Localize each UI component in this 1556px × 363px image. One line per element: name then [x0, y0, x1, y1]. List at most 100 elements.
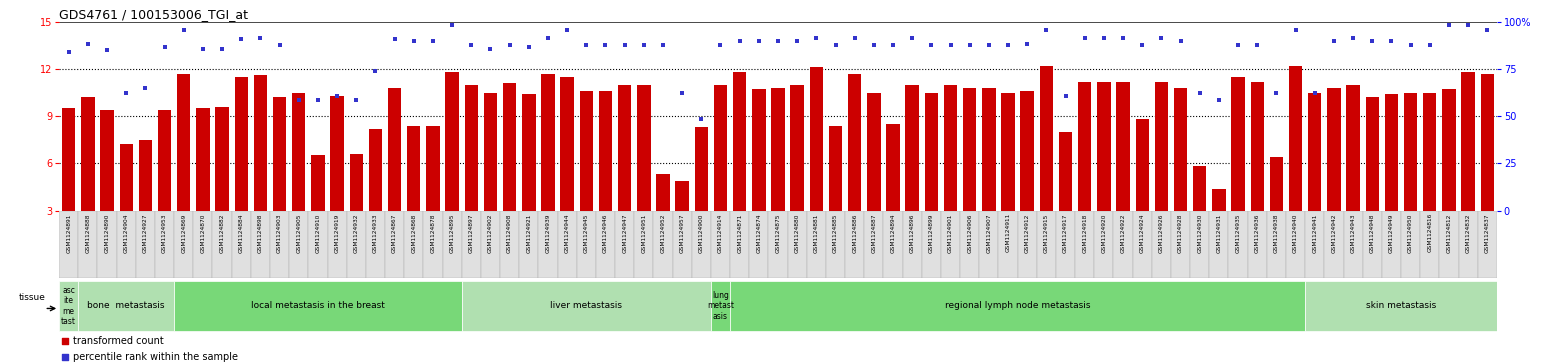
Bar	[1078, 82, 1091, 211]
Point	[369, 294, 394, 300]
Text: GSM1124898: GSM1124898	[258, 213, 263, 253]
Point	[210, 46, 235, 52]
Bar	[1231, 77, 1245, 211]
Text: GSM1124936: GSM1124936	[1254, 213, 1260, 253]
Text: bone  metastasis: bone metastasis	[87, 301, 165, 310]
Bar	[1155, 82, 1169, 211]
Point	[938, 42, 963, 48]
Bar	[59, 281, 78, 331]
Text: GSM1124891: GSM1124891	[67, 213, 72, 253]
Text: GSM1124885: GSM1124885	[832, 213, 839, 253]
Point	[708, 42, 733, 48]
Bar	[1021, 91, 1033, 211]
Bar	[100, 110, 114, 211]
Bar	[1305, 211, 1324, 278]
Bar	[902, 211, 921, 278]
Point	[957, 42, 982, 48]
Text: GSM1124868: GSM1124868	[411, 213, 417, 253]
Bar	[59, 211, 78, 278]
Point	[727, 38, 752, 44]
Bar	[523, 94, 535, 211]
Point	[1033, 27, 1058, 33]
Point	[190, 46, 215, 52]
Bar	[557, 211, 577, 278]
Bar	[714, 85, 727, 211]
Bar	[174, 281, 462, 331]
Bar	[541, 74, 554, 211]
Bar	[963, 88, 977, 211]
Text: GSM1124933: GSM1124933	[373, 213, 378, 253]
Bar	[272, 97, 286, 211]
Point	[766, 38, 790, 44]
Bar	[1363, 211, 1382, 278]
Bar	[906, 85, 920, 211]
Point	[171, 27, 196, 33]
Text: GSM1124888: GSM1124888	[86, 213, 90, 253]
Bar	[1324, 211, 1343, 278]
Text: tissue: tissue	[19, 293, 47, 302]
Point	[1130, 42, 1155, 48]
Text: GSM1124871: GSM1124871	[738, 213, 742, 253]
Bar	[484, 93, 498, 211]
Text: GSM1124899: GSM1124899	[929, 213, 934, 253]
Point	[1399, 42, 1424, 48]
Point	[498, 42, 523, 48]
Bar	[790, 85, 804, 211]
Bar	[308, 211, 327, 278]
Point	[1456, 22, 1481, 28]
Bar	[387, 88, 401, 211]
Text: GSM1124908: GSM1124908	[507, 213, 512, 253]
Bar	[577, 211, 596, 278]
Bar	[730, 211, 750, 278]
Point	[881, 42, 906, 48]
Bar	[772, 88, 784, 211]
Point	[593, 42, 618, 48]
Text: GSM1124942: GSM1124942	[1332, 213, 1337, 253]
Text: GSM1124944: GSM1124944	[565, 213, 569, 253]
Point	[401, 38, 426, 44]
Bar	[636, 85, 650, 211]
Text: GSM1124895: GSM1124895	[450, 213, 454, 253]
Text: GSM1124896: GSM1124896	[910, 213, 915, 253]
Text: GSM1124907: GSM1124907	[987, 213, 991, 253]
Bar	[944, 85, 957, 211]
Bar	[254, 75, 268, 211]
Text: lung
metast
asis: lung metast asis	[706, 291, 734, 321]
Text: GSM1124911: GSM1124911	[1005, 213, 1010, 253]
Bar	[1036, 211, 1057, 278]
Bar	[462, 281, 711, 331]
Bar	[694, 127, 708, 211]
Text: GSM1124928: GSM1124928	[1178, 213, 1183, 253]
Bar	[117, 211, 135, 278]
Bar	[78, 281, 174, 331]
Bar	[1267, 211, 1285, 278]
Bar	[1133, 211, 1151, 278]
Bar	[384, 211, 405, 278]
Bar	[462, 211, 481, 278]
Point	[95, 47, 120, 53]
Text: GSM1124922: GSM1124922	[1120, 213, 1125, 253]
Bar	[1288, 66, 1302, 211]
Text: GSM1124948: GSM1124948	[1369, 213, 1376, 253]
Point	[1111, 34, 1136, 40]
Point	[1015, 41, 1039, 47]
Text: GSM1124881: GSM1124881	[814, 213, 818, 253]
Text: GSM1124878: GSM1124878	[431, 213, 436, 253]
Text: GSM1124890: GSM1124890	[104, 213, 109, 253]
Text: GSM1124910: GSM1124910	[316, 213, 321, 253]
Text: GSM1124897: GSM1124897	[468, 213, 473, 253]
Point	[1226, 42, 1251, 48]
Text: liver metastasis: liver metastasis	[551, 301, 622, 310]
Point	[1072, 34, 1097, 40]
Bar	[213, 211, 232, 278]
Text: GSM1124914: GSM1124914	[717, 213, 724, 253]
Text: GSM1124949: GSM1124949	[1390, 213, 1394, 253]
Text: GSM1124945: GSM1124945	[584, 213, 588, 253]
Text: GSM1124812: GSM1124812	[1447, 213, 1452, 253]
Bar	[884, 211, 902, 278]
Bar	[156, 211, 174, 278]
Point	[650, 42, 675, 48]
Bar	[848, 74, 862, 211]
Bar	[1481, 74, 1494, 211]
Bar	[347, 211, 366, 278]
